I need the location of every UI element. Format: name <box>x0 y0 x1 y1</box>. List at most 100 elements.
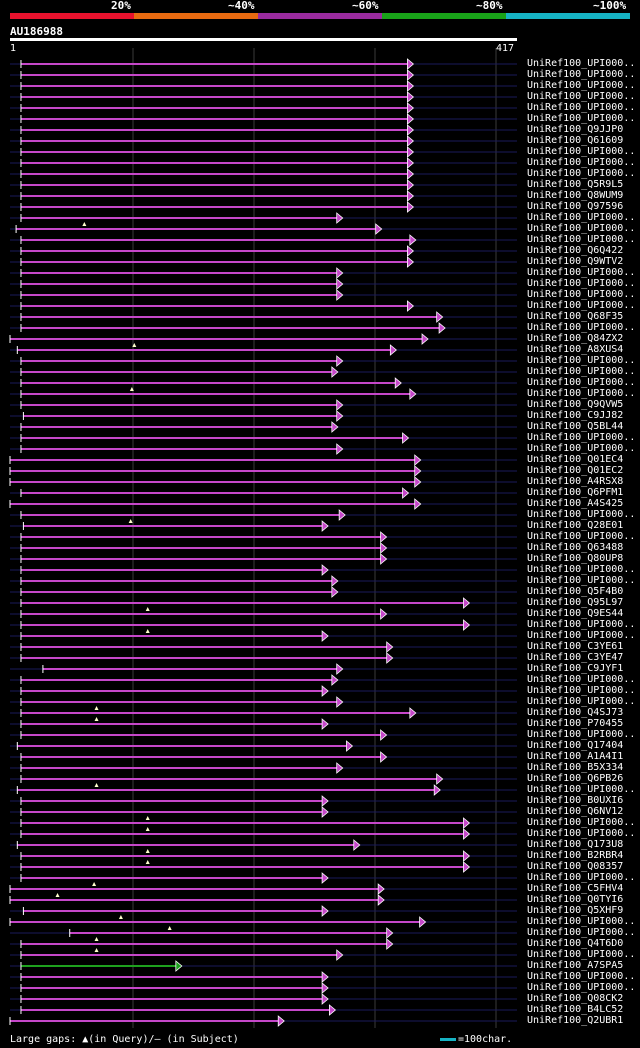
hit-label[interactable]: UniRef100_Q5XHF9 <box>527 905 624 916</box>
query-gap-marker <box>118 915 123 919</box>
hit-label[interactable]: UniRef100_UPI000.. <box>527 377 636 388</box>
hit-label[interactable]: UniRef100_UPI000.. <box>527 696 636 707</box>
hit-label[interactable]: UniRef100_UPI000.. <box>527 289 636 300</box>
hit-label[interactable]: UniRef100_Q8WUM9 <box>527 190 624 201</box>
hit-label[interactable]: UniRef100_UPI000.. <box>527 784 636 795</box>
hit-label[interactable]: UniRef100_Q2UBR1 <box>527 1015 624 1026</box>
hit-label[interactable]: UniRef100_Q08CK2 <box>527 993 624 1004</box>
hit-label[interactable]: UniRef100_UPI000.. <box>527 630 636 641</box>
hit-label[interactable]: UniRef100_Q28E01 <box>527 520 624 531</box>
hit-end-arrow <box>463 850 471 862</box>
hit-label[interactable]: UniRef100_Q9WTV2 <box>527 256 624 267</box>
hit-label[interactable]: UniRef100_Q01EC2 <box>527 465 624 476</box>
hit-label[interactable]: UniRef100_UPI000.. <box>527 872 636 883</box>
hit-label[interactable]: UniRef100_UPI000.. <box>527 927 636 938</box>
hit-label[interactable]: UniRef100_UPI000.. <box>527 366 636 377</box>
hit-label[interactable]: UniRef100_Q5BL44 <box>527 421 624 432</box>
legend-label-0: 20% <box>111 0 131 12</box>
hit-label[interactable]: UniRef100_UPI000.. <box>527 916 636 927</box>
hit-label[interactable]: UniRef100_C3YE47 <box>527 652 624 663</box>
hit-label[interactable]: UniRef100_UPI000.. <box>527 388 636 399</box>
hit-label[interactable]: UniRef100_Q84ZX2 <box>527 333 624 344</box>
hit-label[interactable]: UniRef100_UPI000.. <box>527 575 636 586</box>
hit-end-arrow <box>321 685 329 697</box>
hit-label[interactable]: UniRef100_UPI000.. <box>527 212 636 223</box>
hit-label[interactable]: UniRef100_UPI000.. <box>527 278 636 289</box>
hit-label[interactable]: UniRef100_UPI000.. <box>527 157 636 168</box>
hit-label[interactable]: UniRef100_UPI000.. <box>527 146 636 157</box>
hit-label[interactable]: UniRef100_UPI000.. <box>527 223 636 234</box>
hit-label[interactable]: UniRef100_Q95L97 <box>527 597 624 608</box>
legend-bar-1 <box>134 13 258 19</box>
hit-label[interactable]: UniRef100_Q6NV12 <box>527 806 624 817</box>
hit-label[interactable]: UniRef100_Q4T6D0 <box>527 938 624 949</box>
hit-label[interactable]: UniRef100_B0UXI6 <box>527 795 624 806</box>
hit-label[interactable]: UniRef100_Q5F4B0 <box>527 586 624 597</box>
hit-label[interactable]: UniRef100_Q6Q422 <box>527 245 624 256</box>
hit-label[interactable]: UniRef100_C9JYF1 <box>527 663 624 674</box>
hit-label[interactable]: UniRef100_C3YE61 <box>527 641 624 652</box>
hit-label[interactable]: UniRef100_Q97596 <box>527 201 624 212</box>
hit-label[interactable]: UniRef100_UPI000.. <box>527 817 636 828</box>
hit-label[interactable]: UniRef100_UPI000.. <box>527 619 636 630</box>
hit-label[interactable]: UniRef100_UPI000.. <box>527 531 636 542</box>
hit-label[interactable]: UniRef100_C5FHV4 <box>527 883 624 894</box>
hit-label[interactable]: UniRef100_Q6PFM1 <box>527 487 624 498</box>
hit-label[interactable]: UniRef100_UPI000.. <box>527 91 636 102</box>
hit-label[interactable]: UniRef100_UPI000.. <box>527 234 636 245</box>
hit-label[interactable]: UniRef100_Q17404 <box>527 740 624 751</box>
hit-label[interactable]: UniRef100_Q80UP8 <box>527 553 624 564</box>
hit-label[interactable]: UniRef100_A7SPA5 <box>527 960 624 971</box>
hit-label[interactable]: UniRef100_A4RSX8 <box>527 476 624 487</box>
hit-end-arrow <box>336 399 344 411</box>
hit-label[interactable]: UniRef100_UPI000.. <box>527 828 636 839</box>
hit-label[interactable]: UniRef100_B2RBR4 <box>527 850 624 861</box>
hit-label[interactable]: UniRef100_UPI000.. <box>527 58 636 69</box>
hit-label[interactable]: UniRef100_Q0TYI6 <box>527 894 624 905</box>
hit-label[interactable]: UniRef100_Q9JJP0 <box>527 124 624 135</box>
hit-label[interactable]: UniRef100_A1A4I1 <box>527 751 624 762</box>
hit-label[interactable]: UniRef100_UPI000.. <box>527 300 636 311</box>
hit-label[interactable]: UniRef100_Q6PB26 <box>527 773 624 784</box>
hit-end-arrow <box>321 905 329 917</box>
hit-label[interactable]: UniRef100_UPI000.. <box>527 949 636 960</box>
hit-label[interactable]: UniRef100_UPI000.. <box>527 443 636 454</box>
hit-label[interactable]: UniRef100_Q4SJ73 <box>527 707 624 718</box>
hit-label[interactable]: UniRef100_UPI000.. <box>527 80 636 91</box>
hit-label[interactable]: UniRef100_UPI000.. <box>527 355 636 366</box>
hit-label[interactable]: UniRef100_UPI000.. <box>527 432 636 443</box>
hit-label[interactable]: UniRef100_UPI000.. <box>527 322 636 333</box>
hit-label[interactable]: UniRef100_A4S425 <box>527 498 624 509</box>
hit-label[interactable]: UniRef100_Q5R9L5 <box>527 179 624 190</box>
hit-label[interactable]: UniRef100_B5X334 <box>527 762 624 773</box>
hit-label[interactable]: UniRef100_UPI000.. <box>527 509 636 520</box>
hit-label[interactable]: UniRef100_Q08357 <box>527 861 624 872</box>
hit-label[interactable]: UniRef100_UPI000.. <box>527 564 636 575</box>
hit-label[interactable]: UniRef100_UPI000.. <box>527 982 636 993</box>
hit-label[interactable]: UniRef100_Q61609 <box>527 135 624 146</box>
hit-end-arrow <box>402 432 410 444</box>
hit-label[interactable]: UniRef100_Q01EC4 <box>527 454 624 465</box>
hit-label[interactable]: UniRef100_Q9ES44 <box>527 608 624 619</box>
hit-label[interactable]: UniRef100_A8XUS4 <box>527 344 624 355</box>
hit-label[interactable]: UniRef100_Q173U8 <box>527 839 624 850</box>
hit-end-arrow <box>336 663 344 675</box>
hit-label[interactable]: UniRef100_Q63488 <box>527 542 624 553</box>
hit-label[interactable]: UniRef100_UPI000.. <box>527 729 636 740</box>
hit-end-arrow <box>414 454 422 466</box>
hit-label[interactable]: UniRef100_UPI000.. <box>527 971 636 982</box>
hit-label[interactable]: UniRef100_UPI000.. <box>527 168 636 179</box>
hit-label[interactable]: UniRef100_UPI000.. <box>527 685 636 696</box>
hit-label[interactable]: UniRef100_C9JJ82 <box>527 410 624 421</box>
hit-label[interactable]: UniRef100_P70455 <box>527 718 624 729</box>
hit-label[interactable]: UniRef100_UPI000.. <box>527 674 636 685</box>
hit-label[interactable]: UniRef100_UPI000.. <box>527 113 636 124</box>
hit-end-arrow <box>336 762 344 774</box>
hit-label[interactable]: UniRef100_Q9QVW5 <box>527 399 624 410</box>
hit-label[interactable]: UniRef100_UPI000.. <box>527 102 636 113</box>
hit-label[interactable]: UniRef100_B4LC52 <box>527 1004 624 1015</box>
hit-label[interactable]: UniRef100_UPI000.. <box>527 69 636 80</box>
hit-label[interactable]: UniRef100_UPI000.. <box>527 267 636 278</box>
hit-end-arrow <box>346 740 354 752</box>
hit-label[interactable]: UniRef100_Q68F35 <box>527 311 624 322</box>
